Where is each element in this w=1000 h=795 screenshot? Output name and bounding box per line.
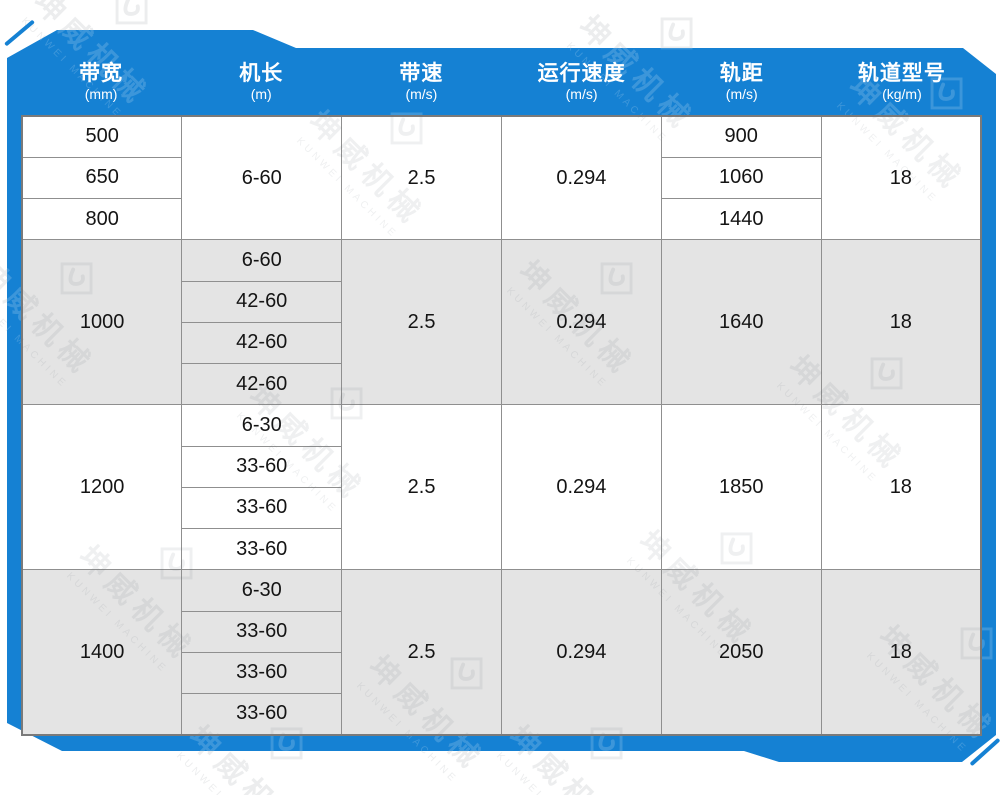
table-row: 33-60: [22, 610, 981, 653]
cell-belt-width: 1200: [21, 404, 183, 571]
table-header-row: 带宽 (mm) 机长 (m) 带速 (m/s) 运行速度 (m/s) 轨距 (m…: [21, 48, 982, 113]
column-header-machine-length: 机长 (m): [239, 62, 284, 103]
cell-rail-model: 18: [820, 115, 982, 241]
cell-belt-width: 1000: [21, 239, 183, 406]
column-header-track-gauge: 轨距 (m/s): [719, 62, 764, 103]
cell-track-gauge: 2050: [660, 569, 822, 736]
brand-watermark-en: KUNWEI MACHINE: [494, 751, 599, 795]
table-row: 500 6-60 2.5 0.294 900 18: [21, 115, 982, 241]
cell-machine-length: 33-60: [181, 692, 343, 736]
column-header-belt-width: 带宽 (mm): [79, 62, 124, 103]
cell-running-speed: 0.294: [500, 569, 662, 736]
cell-belt-speed: 2.5: [341, 239, 502, 406]
table-row: 42-60: [22, 362, 981, 406]
cell-track-gauge: 1060: [660, 156, 822, 200]
cell-machine-length: 6-30: [181, 404, 343, 447]
table-row: 650 1060: [21, 156, 981, 200]
cell-belt-width: 650: [21, 156, 183, 200]
cell-belt-speed: 2.5: [341, 569, 502, 736]
column-header-belt-speed: 带速 (m/s): [399, 62, 444, 103]
brand-watermark-en: KUNWEI MACHINE: [174, 751, 279, 795]
cell-belt-speed: 2.5: [341, 404, 502, 571]
cell-machine-length: 6-60: [181, 239, 343, 282]
spec-table: 500 6-60 2.5 0.294 900 18 650 1060 800 1…: [21, 115, 982, 736]
cell-running-speed: 0.294: [500, 239, 662, 406]
cell-running-speed: 0.294: [500, 404, 662, 571]
brand-watermark-en: KUNWEI MACHINE: [174, 751, 279, 762]
table-row: 1000 6-60 2.5 0.294 1640 18: [21, 239, 982, 406]
cell-rail-model: 18: [820, 569, 982, 736]
cell-machine-length: 42-60: [181, 280, 343, 323]
table-row: 800 1440: [21, 197, 981, 241]
cell-belt-width: 500: [21, 115, 183, 158]
table-row: 1200 6-30 2.5 0.294 1850 18: [21, 404, 982, 571]
cell-machine-length: 33-60: [181, 527, 343, 571]
brand-watermark-en: KUNWEI MACHINE: [494, 751, 599, 795]
cell-running-speed: 0.294: [500, 115, 662, 241]
cell-track-gauge: 1850: [660, 404, 822, 571]
cell-rail-model: 18: [820, 239, 982, 406]
cell-track-gauge: 1440: [660, 197, 822, 241]
cell-rail-model: 18: [820, 404, 982, 571]
cell-belt-width: 1400: [21, 569, 183, 736]
cell-machine-length: 33-60: [181, 486, 343, 530]
cell-belt-speed: 2.5: [341, 115, 502, 241]
cell-track-gauge: 1640: [660, 239, 822, 406]
cell-machine-length: 33-60: [181, 445, 343, 488]
brand-watermark-en: KUNWEI MACHINE: [494, 751, 599, 762]
table-row: 42-60: [22, 280, 981, 323]
cell-belt-width: 800: [21, 197, 183, 241]
cell-machine-length: 33-60: [181, 610, 343, 653]
cell-machine-length: 33-60: [181, 651, 343, 695]
cell-machine-length: 6-60: [181, 115, 343, 241]
cell-machine-length: 6-30: [181, 569, 343, 612]
column-header-running-speed: 运行速度 (m/s): [537, 62, 626, 103]
cell-track-gauge: 900: [660, 115, 822, 158]
column-header-rail-model: 轨道型号 (kg/m): [857, 62, 946, 103]
table-row: 33-60: [22, 692, 981, 736]
table-row: 1400 6-30 2.5 0.294 2050 18: [21, 569, 982, 736]
table-row: 42-60: [22, 321, 981, 365]
cell-machine-length: 42-60: [181, 362, 343, 406]
cell-machine-length: 42-60: [181, 321, 343, 365]
corner-accent-line: [4, 19, 35, 47]
brand-watermark-en: KUNWEI MACHINE: [174, 751, 279, 795]
